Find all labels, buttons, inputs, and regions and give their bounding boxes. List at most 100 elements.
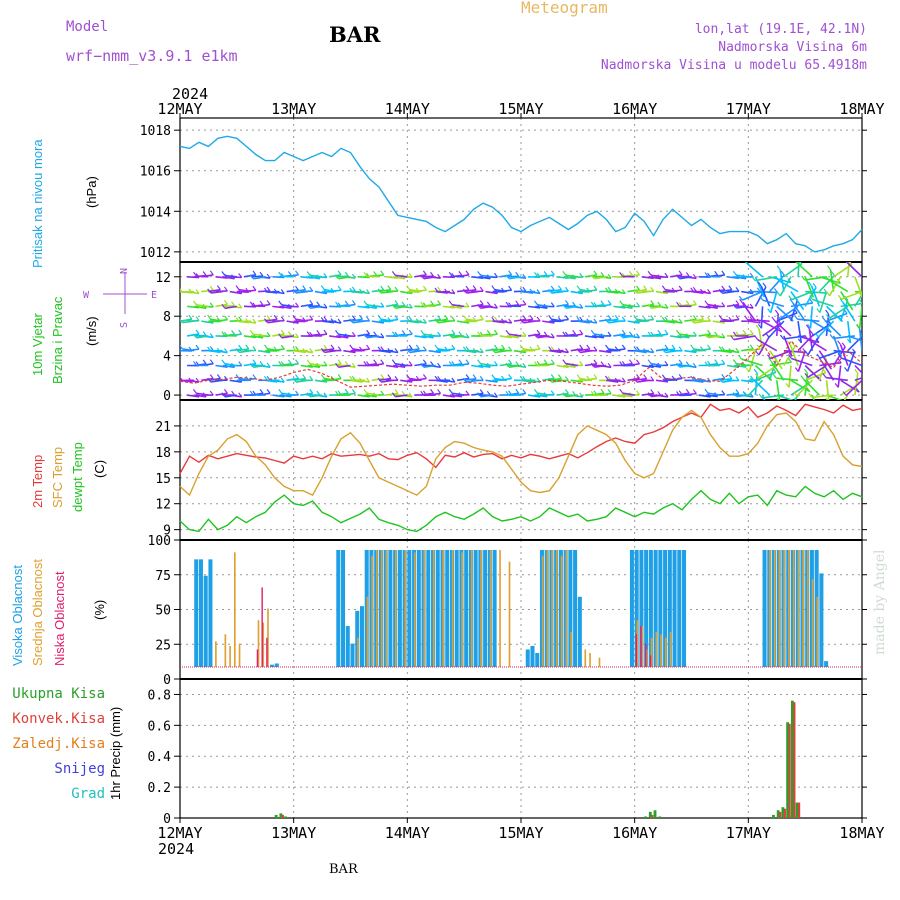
wind-barb xyxy=(627,377,640,382)
wind-barb-flag xyxy=(650,389,655,394)
cloud-mid-bar xyxy=(778,550,781,667)
wind-barb-flag xyxy=(774,309,779,315)
wind-barb-flag xyxy=(628,331,633,337)
wind-barb-flag xyxy=(508,359,513,365)
wind-barb xyxy=(620,394,633,398)
wind-barb xyxy=(286,377,299,382)
wind-barb-flag xyxy=(264,344,268,350)
wind-barb-flag xyxy=(266,362,271,368)
wind-barb-flag xyxy=(188,314,193,320)
wind-barb-flag xyxy=(430,300,435,306)
wind-barb-flag xyxy=(377,314,382,320)
wind-barb-flag xyxy=(690,344,695,350)
wind-barb-flag xyxy=(349,375,354,381)
wind-barb-flag xyxy=(366,377,371,383)
wind-barb xyxy=(606,379,619,383)
wind-barb-flag xyxy=(533,388,538,394)
footer-station: BAR xyxy=(329,862,358,877)
wind-barb xyxy=(565,394,578,398)
wind-barb-flag xyxy=(550,333,555,338)
wind-barb-flag xyxy=(420,301,425,307)
wind-barb-flag xyxy=(434,287,439,293)
wind-barb-flag xyxy=(180,318,183,323)
wind-barb-flag xyxy=(750,375,755,381)
wind-barb xyxy=(449,305,463,310)
wind-barb-flag xyxy=(579,329,584,335)
wind-barb xyxy=(551,290,564,294)
cloud-mid-bar xyxy=(560,555,563,667)
wind-barb xyxy=(527,333,541,337)
wind-barb xyxy=(684,349,697,354)
wind-barb-flag xyxy=(732,270,737,276)
wind-barb xyxy=(556,364,569,369)
wind-barb-flag xyxy=(808,281,812,287)
wind-barb xyxy=(761,394,784,399)
wind-barb xyxy=(670,363,683,367)
wind-barb-flag xyxy=(776,397,780,400)
wind-barb xyxy=(790,379,811,393)
wind-barb-flag xyxy=(295,359,300,365)
wind-barb xyxy=(452,275,465,278)
wind-barb xyxy=(201,377,214,382)
wind-barb-flag xyxy=(235,347,240,353)
wind-barb-flag xyxy=(600,271,605,277)
y-tick-label: 0.2 xyxy=(148,781,171,796)
cloud-high-bar xyxy=(577,596,582,667)
wind-barb xyxy=(485,348,498,352)
wind-barb-flag xyxy=(391,392,396,398)
cloud-mid-bar xyxy=(489,550,492,667)
wind-barb xyxy=(549,288,562,293)
wind-barb xyxy=(762,320,783,333)
wind-barb xyxy=(395,305,408,310)
precip-total-bar xyxy=(786,722,790,818)
wind-barb-flag xyxy=(830,271,835,276)
wind-barb-flag xyxy=(771,316,776,322)
wind-barb-flag xyxy=(373,359,378,365)
wind-barb-flag xyxy=(633,288,638,294)
wind-barb-flag xyxy=(302,285,307,290)
cloud-high-bar xyxy=(819,573,824,667)
cloud-high-bar xyxy=(653,550,658,667)
wind-barb-flag xyxy=(812,282,817,288)
cloud-mid-bar xyxy=(655,631,658,667)
wind-barb-flag xyxy=(690,318,695,324)
wind-barb xyxy=(314,379,328,383)
legend-total-rain: Ukupna Kisa xyxy=(12,686,105,702)
model-label: Model xyxy=(66,19,109,35)
cloud-mid-bar xyxy=(508,561,511,667)
wind-barb-flag xyxy=(878,320,881,324)
cloud-mid-bar xyxy=(769,550,771,667)
wind-barb xyxy=(480,305,493,310)
wind-barb xyxy=(421,335,434,339)
cloud-low-bar xyxy=(256,649,259,667)
wind-barb-flag xyxy=(278,388,283,394)
wind-barb xyxy=(452,304,465,308)
precip-conv-bar xyxy=(281,814,284,818)
wind-barb-flag xyxy=(859,330,862,335)
wind-barb xyxy=(797,262,800,277)
pressure-line xyxy=(179,135,863,253)
cloud-mid-bar xyxy=(480,550,482,667)
wind-barb xyxy=(381,379,394,383)
wind-barb-flag xyxy=(420,274,425,280)
cloud-high-bar xyxy=(416,550,421,667)
wind-barb-flag xyxy=(562,270,567,276)
wind-barb-flag xyxy=(718,377,723,383)
wind-barb-flag xyxy=(604,375,609,381)
wind-barb-flag xyxy=(522,362,527,368)
wind-barb-flag xyxy=(837,358,842,364)
wind-barb xyxy=(442,333,455,337)
y-tick-label: 18 xyxy=(155,446,171,461)
cloud-mid-bar xyxy=(641,626,643,667)
wind-barb-flag xyxy=(562,303,567,309)
wind-barb-flag xyxy=(543,359,548,365)
wind-barb-flag xyxy=(363,388,368,394)
cloud-high-bar xyxy=(345,626,350,667)
wind-barb-flag xyxy=(825,275,830,281)
wind-barb-flag xyxy=(765,333,770,338)
wind-barb-flag xyxy=(320,374,325,379)
wind-barb-flag xyxy=(661,348,666,353)
wind-barb xyxy=(741,379,754,383)
wind-barb xyxy=(705,305,718,309)
wind-barb-flag xyxy=(837,340,842,346)
